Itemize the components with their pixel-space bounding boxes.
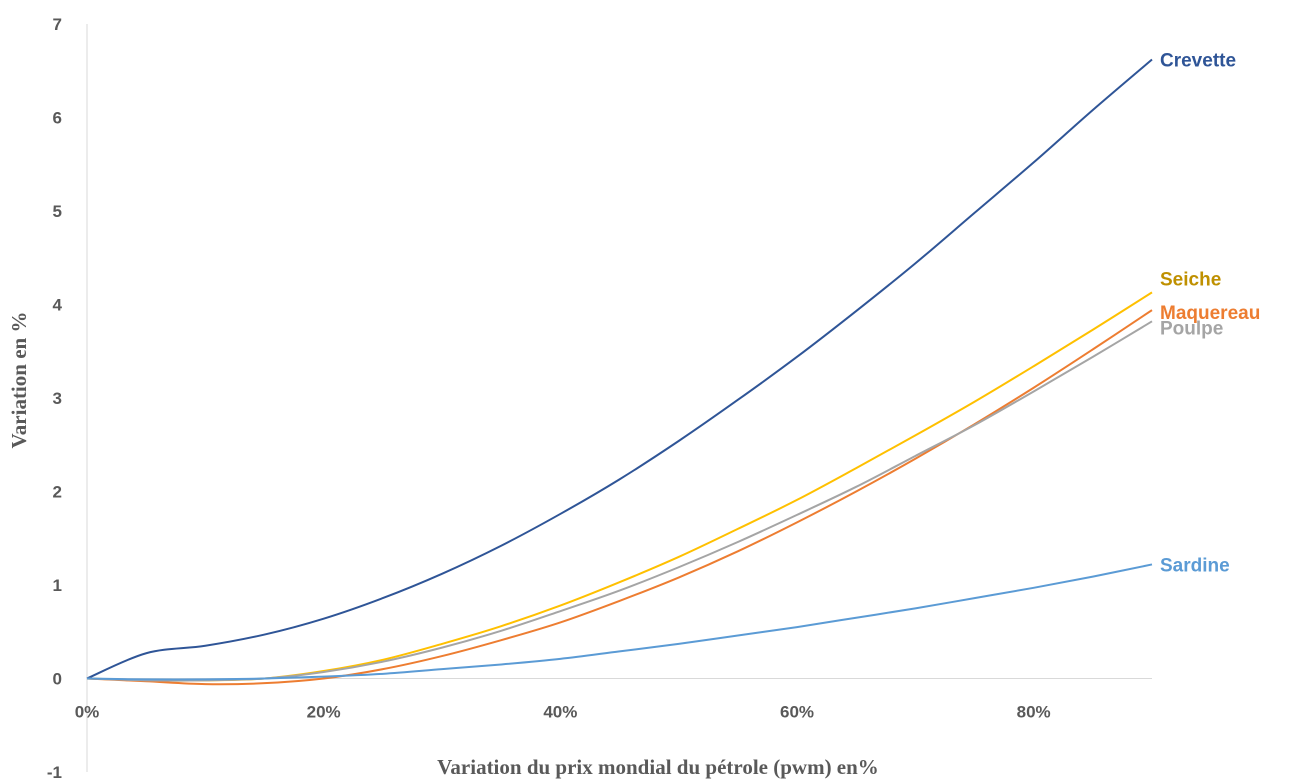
series-line-crevette — [86, 58, 1153, 680]
x-tick-label: 40% — [543, 703, 577, 722]
y-tick-label: -1 — [47, 763, 62, 781]
y-tick-label: 6 — [53, 109, 62, 128]
series-line-seiche — [86, 291, 1153, 682]
series-lines — [86, 58, 1153, 686]
series-label-seiche: Seiche — [1160, 269, 1221, 290]
y-axis: -1 0 1 2 3 4 5 6 7 — [47, 15, 88, 781]
y-tick-label: 0 — [53, 670, 62, 689]
series-line-poulpe — [86, 320, 1153, 682]
x-tick-label: 60% — [780, 703, 814, 722]
series-label-crevette: Crevette — [1160, 51, 1236, 72]
x-axis-title: Variation du prix mondial du pétrole (pw… — [437, 755, 879, 779]
series-line-sardine — [86, 563, 1153, 681]
y-tick-label: 7 — [53, 15, 62, 34]
series-label-maquereau: Maquereau — [1160, 303, 1260, 324]
y-axis-title: Variation en % — [7, 312, 31, 449]
y-tick-label: 4 — [53, 296, 63, 315]
y-tick-label: 1 — [53, 576, 62, 595]
y-tick-label: 2 — [53, 483, 62, 502]
x-tick-label: 0% — [75, 703, 100, 722]
x-tick-label: 80% — [1017, 703, 1051, 722]
series-label-poulpe: Poulpe — [1160, 318, 1223, 339]
y-tick-label: 3 — [53, 389, 62, 408]
x-tick-label: 20% — [307, 703, 341, 722]
y-tick-label: 5 — [53, 202, 62, 221]
series-label-sardine: Sardine — [1160, 555, 1230, 576]
series-line-maquereau — [86, 309, 1153, 686]
